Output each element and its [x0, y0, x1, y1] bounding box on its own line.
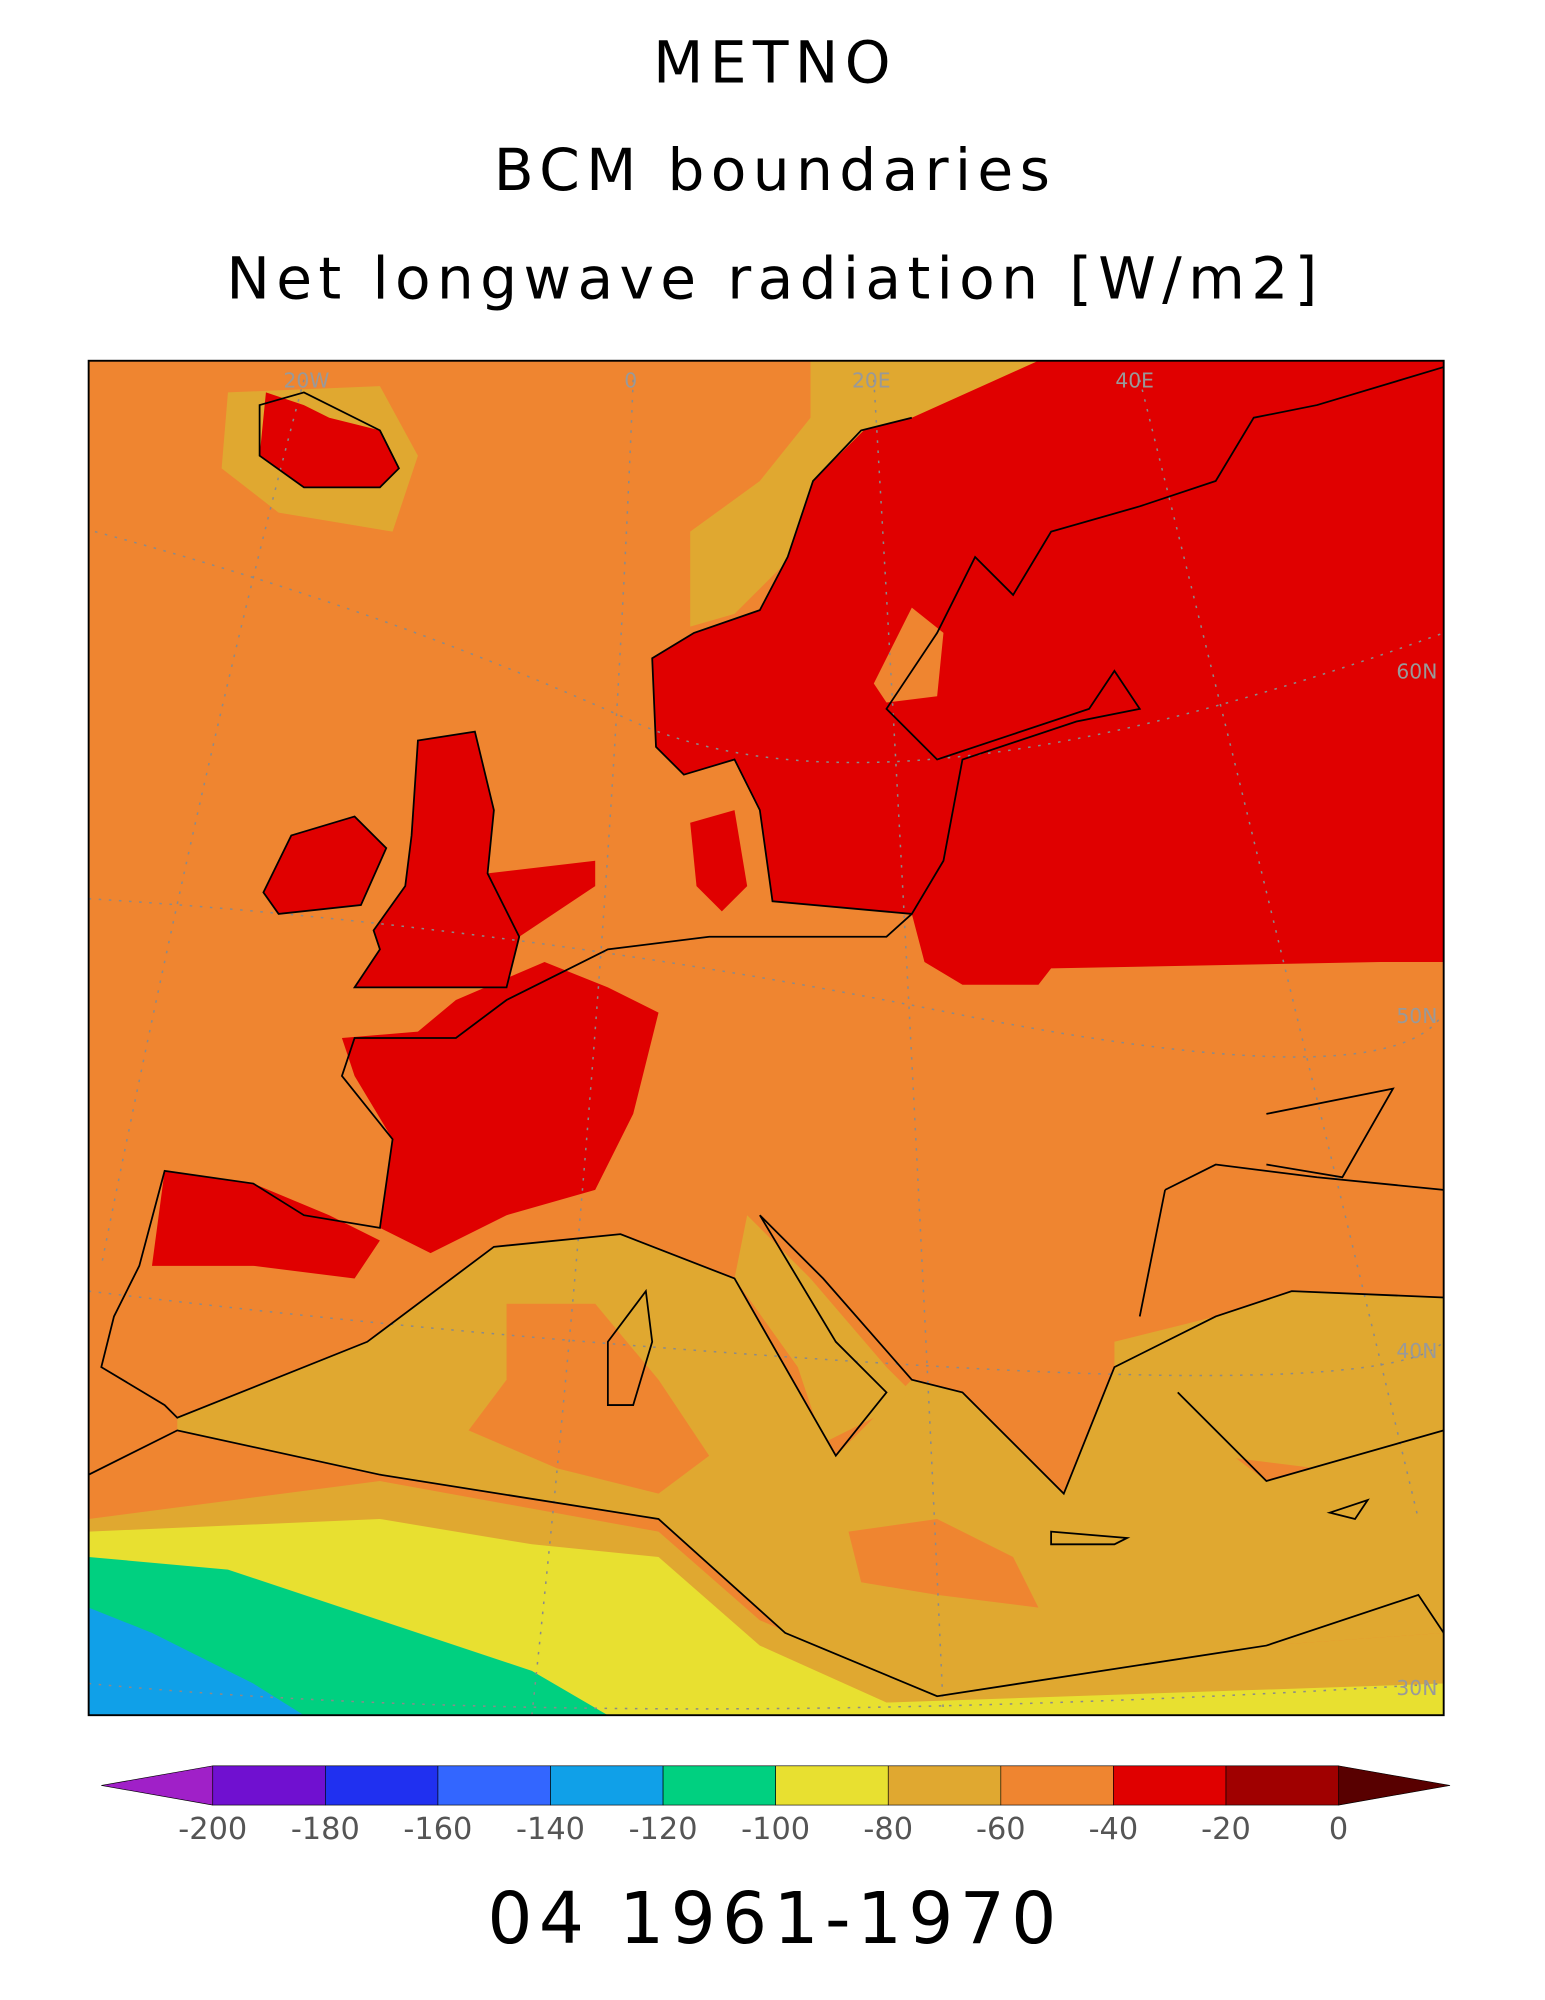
- colorbar-box: [437, 1765, 551, 1806]
- colorbar-tick-label: -100: [741, 1812, 810, 1847]
- field-patch: [177, 1234, 1444, 1697]
- title-line: Net longwave radiation [W/m2]: [226, 245, 1323, 313]
- colorbar-tick-label: -140: [516, 1812, 585, 1847]
- field-patch: [88, 1607, 304, 1716]
- field-patch: [652, 360, 1444, 985]
- lat-label: 60N: [1396, 659, 1437, 683]
- colorbar-box: [887, 1765, 1002, 1806]
- lat-label: 40N: [1396, 1339, 1437, 1363]
- map: 20W 0 20E 40E 60N 50N 40N 30N: [87, 359, 1445, 1717]
- graticule: [88, 379, 1444, 1716]
- colorbar-under: [101, 1765, 214, 1806]
- colorbar-box: [775, 1765, 889, 1806]
- colorbar-tick-label: -200: [178, 1812, 247, 1847]
- title-line: BCM boundaries: [494, 136, 1056, 204]
- field-patch: [1114, 1291, 1444, 1469]
- lat-label: 30N: [1396, 1676, 1437, 1700]
- footer: 04 1961-1970: [487, 1877, 1062, 1960]
- field-patch: [341, 962, 659, 1254]
- colorbar-box: [212, 1765, 326, 1806]
- coastline: [606, 1288, 1370, 1546]
- colorbar-box: [1000, 1765, 1114, 1806]
- colorbar-tick-label: -180: [291, 1812, 360, 1847]
- field-patch: [734, 1215, 912, 1444]
- colorbar-tick-label: -80: [863, 1812, 913, 1847]
- field-patch: [151, 1170, 380, 1279]
- field-patch: [873, 607, 944, 703]
- field-patch: [848, 1518, 1039, 1608]
- lat-label: 50N: [1396, 1004, 1437, 1028]
- colorbar: -200 -180 -160 -140 -120 -100 -80 -60 -40 -20 0: [101, 1765, 1451, 1847]
- lon-label: 20W: [284, 368, 330, 392]
- lon-label: 20E: [852, 368, 891, 392]
- title-line: METNO: [653, 28, 897, 96]
- lon-label: 40E: [1115, 368, 1154, 392]
- field-patch: [263, 816, 387, 914]
- colorbar-box: [1225, 1765, 1339, 1806]
- field-patch: [259, 392, 399, 488]
- lon-label: 0: [624, 368, 637, 392]
- coastline: [88, 366, 1444, 1698]
- colorbar-tick-label: -60: [976, 1812, 1026, 1847]
- field-patch: [690, 810, 748, 912]
- colorbar-tick-label: -40: [1089, 1812, 1139, 1847]
- field-patch: [468, 1303, 710, 1494]
- colorbar-tick-label: -120: [629, 1812, 698, 1847]
- colorbar-box: [550, 1765, 664, 1806]
- colorbar-box: [1113, 1765, 1227, 1806]
- colorbar-tick-label: -20: [1201, 1812, 1251, 1847]
- map-frame: [87, 359, 1445, 1717]
- colorbar-tick-label: -160: [403, 1812, 472, 1847]
- colorbar-over: [1338, 1765, 1451, 1806]
- colorbar-box: [325, 1765, 439, 1806]
- colorbar-box: [662, 1765, 776, 1806]
- colorbar-tick-label: 0: [1329, 1812, 1348, 1847]
- field-patch: [690, 360, 1039, 627]
